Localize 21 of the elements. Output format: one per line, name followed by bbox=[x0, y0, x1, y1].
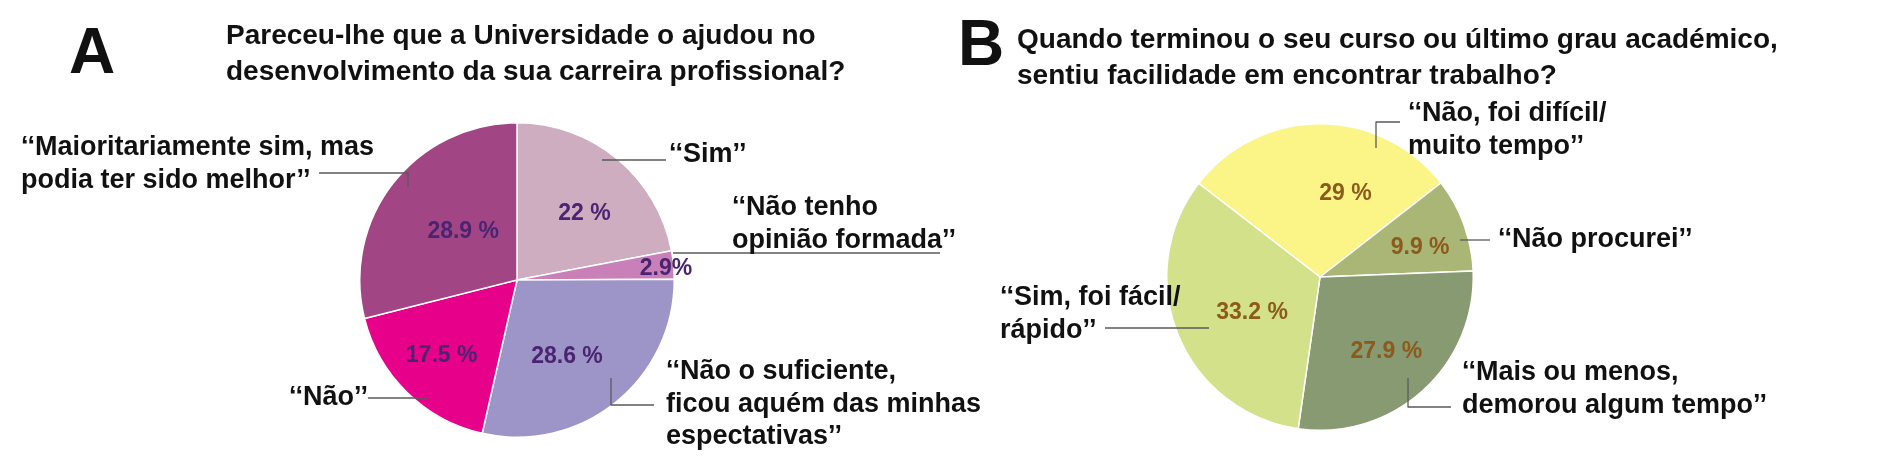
data-label: 9.9 % bbox=[1390, 233, 1450, 260]
slice-label: ‘‘Não procurei’’ bbox=[1498, 223, 1693, 254]
text: A bbox=[68, 14, 116, 87]
slice-label: ‘‘Mais ou menos, demorou algum tempo’’ bbox=[1462, 356, 1768, 419]
slice-label: ‘‘Maioritariamente sim, mas podia ter sido melhor’’ bbox=[21, 131, 375, 194]
data-label: 17.5 % bbox=[405, 341, 478, 368]
data-label: 28.9 % bbox=[427, 217, 499, 244]
chart-title: Quando terminou o seu curso ou último grau académico, sentiu facilidade em encontrar trabalho? bbox=[1017, 22, 1778, 90]
data-label: 28.6 % bbox=[531, 341, 603, 368]
slice-label: ‘‘Não tenho opinião formada’’ bbox=[732, 191, 957, 254]
slice-label: ‘‘Sim’’ bbox=[669, 138, 747, 169]
slice-label: ‘‘Não, foi difícil/ muito tempo’’ bbox=[1408, 97, 1607, 160]
chart-title: Pareceu-lhe que a Universidade o ajudou no desenvolvimento da sua carreira profissional? bbox=[226, 18, 846, 86]
data-label: 22 % bbox=[558, 199, 611, 226]
slice-label: ‘‘Sim, foi fácil/ rápido’’ bbox=[1000, 281, 1182, 344]
data-label: 29 % bbox=[1319, 178, 1372, 205]
slice-label: ‘‘Não o suficiente, ficou aquém das minhas espectativas’’ bbox=[666, 355, 982, 451]
data-label: 27.9 % bbox=[1350, 336, 1423, 363]
text: B bbox=[957, 6, 1005, 79]
data-label: 33.2 % bbox=[1216, 297, 1288, 324]
slice-label: ‘‘Não’’ bbox=[289, 381, 369, 412]
